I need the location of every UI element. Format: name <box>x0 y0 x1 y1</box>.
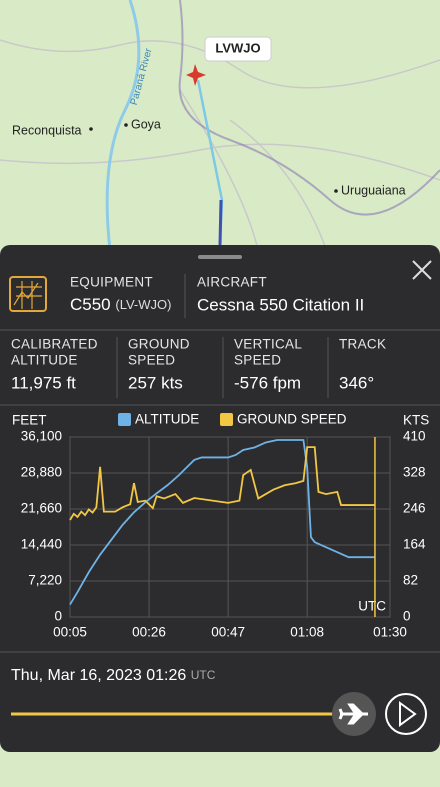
place-label: Uruguaiana <box>341 183 406 197</box>
time: 01:26 <box>146 667 186 684</box>
series-line <box>69 439 375 606</box>
stat-label: GROUND <box>128 337 190 352</box>
river <box>105 0 141 251</box>
stat-value: 257 kts <box>128 373 183 392</box>
aircraft: Cessna 550 Citation II <box>197 295 364 314</box>
close-button[interactable] <box>412 260 432 280</box>
border <box>178 0 440 216</box>
registration: (LV-WJO) <box>115 297 171 312</box>
callsign-box[interactable] <box>204 36 272 62</box>
stat-label: TRACK <box>339 337 386 352</box>
stat-label: CALIBRATED <box>11 337 98 352</box>
place-label: Reconquista <box>12 123 82 137</box>
x-tick-label: 00:05 <box>53 625 87 640</box>
place-label: Goya <box>131 117 161 131</box>
stat-value: -576 fpm <box>234 373 301 392</box>
y2-tick-label: 82 <box>403 573 418 588</box>
legend-label: ALTITUDE <box>135 412 199 427</box>
stat-label: SPEED <box>128 353 175 368</box>
stat-value: 11,975 ft <box>11 373 76 392</box>
drag-handle[interactable] <box>198 255 242 259</box>
y-tick-label: 0 <box>54 609 62 624</box>
time-zone: UTC <box>191 668 216 682</box>
map-bottom <box>0 752 440 782</box>
stat-label: ALTITUDE <box>11 353 78 368</box>
flight-path-recent <box>218 199 223 246</box>
thumb-plane <box>338 703 368 725</box>
y-tick-label: 7,220 <box>28 573 62 588</box>
y-axis-title: FEET <box>12 413 47 428</box>
x-tick-label: 00:47 <box>211 625 245 640</box>
place-dot <box>124 123 128 127</box>
place-dot <box>89 127 93 131</box>
y-tick-label: 21,660 <box>21 501 62 516</box>
aircraft-icon[interactable] <box>186 64 206 86</box>
date: Thu, Mar 16, 2023 <box>11 667 142 684</box>
map-roads <box>0 39 440 261</box>
series-line <box>69 446 375 521</box>
stat-value: 346° <box>339 373 374 392</box>
legend-swatch <box>220 413 233 426</box>
y2-tick-label: 0 <box>403 609 411 624</box>
y2-axis-title: KTS <box>403 413 429 428</box>
y2-tick-label: 164 <box>403 537 426 552</box>
place-dot <box>334 189 338 193</box>
legend-label: GROUND SPEED <box>237 412 347 427</box>
equipment-code: C550 <box>70 295 111 314</box>
equipment-label: EQUIPMENT <box>70 275 153 290</box>
chart: 0 7,220 14,440 21,660 28,880 36,100 0 82 164 246 3… <box>12 412 429 640</box>
y-tick-label: 14,440 <box>21 537 62 552</box>
y2-tick-label: 410 <box>403 429 426 444</box>
y2-tick-label: 246 <box>403 501 426 516</box>
x-tick-label: 01:30 <box>373 625 407 640</box>
timestamp: Thu, Mar 16, 2023 01:26 UTC <box>11 667 216 684</box>
info-panel <box>0 245 440 752</box>
x-tick-label: 00:26 <box>132 625 166 640</box>
x-tick-label: 01:08 <box>290 625 324 640</box>
y-tick-label: 28,880 <box>21 465 62 480</box>
stat-label: VERTICAL <box>234 337 302 352</box>
utc-label: UTC <box>358 599 386 614</box>
equipment: C550 (LV-WJO) <box>70 295 171 314</box>
y-tick-label: 36,100 <box>21 429 62 444</box>
equipment-icon-detail <box>13 281 42 309</box>
callsign: LVWJO <box>215 40 260 55</box>
aircraft-label: AIRCRAFT <box>197 275 267 290</box>
equipment-icon <box>9 276 47 312</box>
y2-tick-label: 328 <box>403 465 426 480</box>
legend-swatch <box>118 413 131 426</box>
play-icon <box>399 701 417 727</box>
stat-label: SPEED <box>234 353 281 368</box>
play-button[interactable] <box>385 693 427 735</box>
